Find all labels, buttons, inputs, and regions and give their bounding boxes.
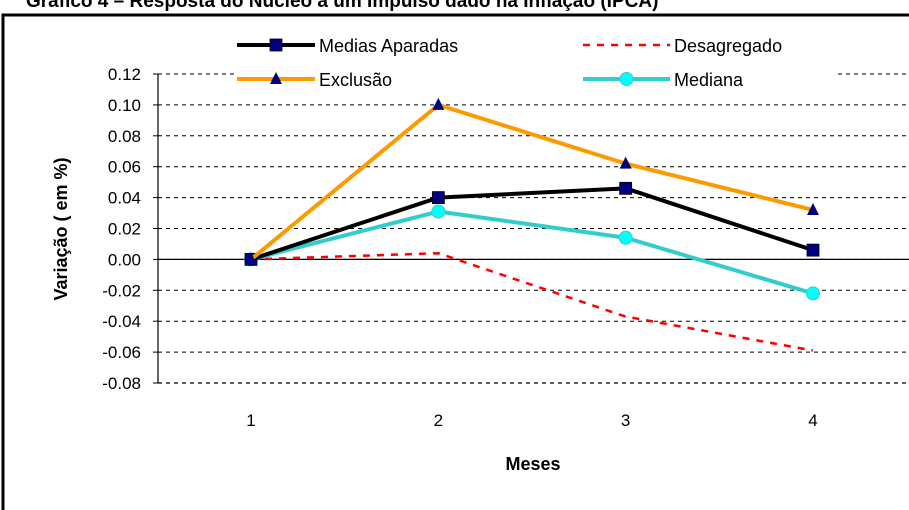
series-line-exclus-o [249, 102, 814, 261]
data-point-triangle [806, 202, 819, 215]
y-tick-label: -0.02 [102, 281, 141, 300]
x-tick-label: 3 [621, 411, 630, 430]
data-point-triangle [270, 72, 282, 84]
x-tick-label: 2 [434, 411, 443, 430]
data-point-square [806, 243, 820, 257]
data-point-circle [618, 230, 633, 245]
chart-title: Gráfico 4 – Resposta do Núcleo a um Impu… [26, 0, 659, 12]
x-axis-label: Meses [505, 454, 560, 474]
y-tick-label: 0.10 [108, 96, 141, 115]
series-line-desagregado [250, 251, 814, 352]
y-tick-label: 0.06 [108, 158, 141, 177]
data-point-square [431, 191, 445, 205]
x-tick-label: 4 [808, 411, 817, 430]
y-tick-label: 0.08 [108, 127, 141, 146]
y-axis-label: Variação ( em %) [51, 157, 71, 300]
y-tick-label: -0.08 [102, 374, 141, 393]
data-point-square [619, 181, 633, 195]
legend-label: Medias Aparadas [319, 36, 458, 56]
y-tick-label: -0.04 [102, 312, 141, 331]
series-line-medias-aparadas [250, 186, 814, 262]
series-line-mediana [250, 209, 814, 296]
y-tick-label: 0.00 [108, 250, 141, 269]
legend-label: Exclusão [319, 70, 392, 90]
y-tick-label: -0.06 [102, 343, 141, 362]
data-point-triangle [619, 156, 632, 169]
data-point-circle [619, 72, 634, 86]
y-tick-label: 0.04 [108, 189, 141, 208]
y-tick-label: 0.12 [108, 65, 141, 84]
legend-label: Desagregado [674, 36, 782, 56]
data-point-circle [431, 204, 446, 219]
legend-background [185, 30, 835, 97]
data-point-square [269, 38, 283, 52]
x-tick-label: 1 [246, 411, 255, 430]
y-tick-label: 0.02 [108, 220, 141, 239]
chart-border [1, 13, 909, 510]
data-point-triangle [245, 252, 257, 265]
legend-label: Mediana [674, 70, 744, 90]
data-point-circle [805, 286, 820, 301]
data-point-triangle [432, 97, 445, 110]
